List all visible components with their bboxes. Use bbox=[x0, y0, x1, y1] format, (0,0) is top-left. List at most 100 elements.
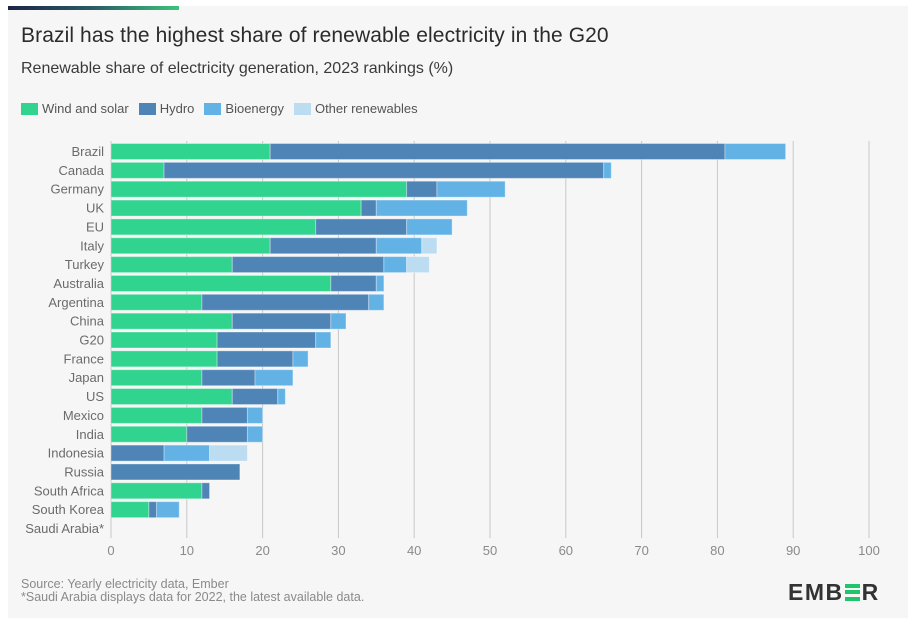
x-tick-label: 70 bbox=[634, 543, 648, 558]
bar-segment-bioenergy bbox=[724, 143, 787, 160]
legend-label: Hydro bbox=[159, 101, 195, 116]
bar-segment-wind-and-solar bbox=[110, 331, 218, 349]
logo-text-end: R bbox=[861, 578, 880, 605]
category-label: EU bbox=[86, 219, 104, 234]
x-tick-label: 0 bbox=[107, 543, 114, 558]
x-tick-label: 30 bbox=[331, 543, 345, 558]
x-axis-tick-labels: 0 10 20 30 40 50 60 70 80 90 100 bbox=[107, 543, 879, 558]
bar-segment-bioenergy bbox=[375, 274, 385, 292]
bar-segment-wind-and-solar bbox=[110, 143, 271, 160]
bar-segment-wind-and-solar bbox=[110, 406, 203, 424]
legend: Wind and solar Hydro Bioenergy Other ren… bbox=[21, 101, 428, 116]
logo-text-start: EMB bbox=[788, 578, 844, 605]
bar-segment-wind-and-solar bbox=[110, 180, 408, 198]
category-label: Brazil bbox=[71, 144, 104, 159]
legend-item-other-renewables[interactable]: Other renewables bbox=[293, 101, 418, 116]
category-label: South Africa bbox=[34, 483, 105, 498]
bar-segment-wind-and-solar bbox=[110, 237, 271, 255]
bar-segment-bioenergy bbox=[315, 331, 332, 349]
legend-label: Other renewables bbox=[314, 101, 418, 116]
bar-segment-bioenergy bbox=[246, 406, 264, 424]
bar-segment-wind-and-solar bbox=[110, 501, 150, 519]
bar-segment-bioenergy bbox=[292, 350, 309, 368]
bar-segment-bioenergy bbox=[375, 237, 423, 255]
bar-segment-wind-and-solar bbox=[110, 256, 233, 274]
bar-segment-wind-and-solar bbox=[110, 425, 188, 443]
category-label: Australia bbox=[53, 276, 104, 291]
x-tick-label: 60 bbox=[559, 543, 573, 558]
category-labels: Brazil Canada Germany UK EU Italy Turkey Austra… bbox=[25, 144, 105, 536]
x-tick-label: 20 bbox=[255, 543, 269, 558]
x-tick-label: 10 bbox=[180, 543, 194, 558]
bar-segment-hydro bbox=[163, 161, 605, 179]
category-label: France bbox=[64, 351, 104, 366]
x-tick-label: 90 bbox=[786, 543, 800, 558]
category-label: Turkey bbox=[65, 257, 105, 272]
bar-segment-wind-and-solar bbox=[110, 161, 165, 179]
bar-segment-bioenergy bbox=[330, 312, 347, 330]
bar-segment-hydro bbox=[330, 274, 377, 292]
x-tick-label: 40 bbox=[407, 543, 421, 558]
category-label: Russia bbox=[64, 464, 105, 479]
bar-segment-wind-and-solar bbox=[110, 293, 203, 311]
bar-segment-hydro bbox=[110, 444, 165, 462]
bar-segment-hydro bbox=[406, 180, 438, 198]
category-label: US bbox=[86, 389, 104, 404]
category-label: UK bbox=[86, 201, 104, 216]
bar-segment-hydro bbox=[315, 218, 408, 236]
legend-swatch bbox=[204, 102, 222, 115]
bar-segment-wind-and-solar bbox=[110, 274, 332, 292]
bar-segment-bioenergy bbox=[383, 256, 408, 274]
bar-segment-hydro bbox=[360, 199, 377, 217]
bar-segment-bioenergy bbox=[603, 161, 612, 179]
category-label: Germany bbox=[51, 182, 105, 197]
bar-segment-hydro bbox=[201, 406, 248, 424]
category-label: Canada bbox=[58, 163, 104, 178]
bar-segment-hydro bbox=[269, 143, 726, 160]
legend-item-wind-and-solar[interactable]: Wind and solar bbox=[21, 101, 129, 116]
legend-swatch bbox=[21, 102, 38, 115]
bar-segment-other-renewables bbox=[421, 237, 438, 255]
x-tick-label: 50 bbox=[483, 543, 497, 558]
bar-segment-bioenergy bbox=[155, 501, 180, 519]
x-tick-label: 100 bbox=[858, 543, 880, 558]
ember-logo[interactable]: EMB R bbox=[788, 578, 880, 605]
legend-item-hydro[interactable]: Hydro bbox=[138, 101, 195, 116]
legend-item-bioenergy[interactable]: Bioenergy bbox=[204, 101, 284, 116]
bar-segment-hydro bbox=[216, 350, 294, 368]
bar-segment-wind-and-solar bbox=[110, 388, 233, 406]
x-tick-label: 80 bbox=[710, 543, 724, 558]
source-note: Source: Yearly electricity data, Ember bbox=[21, 577, 229, 591]
bar-segment-bioenergy bbox=[277, 388, 286, 406]
footer: Source: Yearly electricity data, Ember *… bbox=[21, 578, 364, 604]
bar-segment-hydro bbox=[201, 482, 211, 500]
bar-segment-wind-and-solar bbox=[110, 482, 203, 500]
bar-segment-bioenergy bbox=[246, 425, 264, 443]
bar-segment-bioenergy bbox=[368, 293, 385, 311]
bar-segment-other-renewables bbox=[406, 256, 430, 274]
bar-segment-hydro bbox=[231, 256, 385, 274]
bar-segment-bioenergy bbox=[375, 199, 468, 217]
bar-segment-hydro bbox=[201, 369, 256, 387]
bar-segment-hydro bbox=[110, 463, 241, 481]
category-label: Mexico bbox=[63, 408, 104, 423]
chart-title: Brazil has the highest share of renewabl… bbox=[21, 24, 609, 47]
bar-segment-hydro bbox=[148, 501, 157, 519]
bar-segment-bioenergy bbox=[163, 444, 211, 462]
category-label: Indonesia bbox=[48, 446, 105, 461]
bar-segment-hydro bbox=[201, 293, 370, 311]
category-label: China bbox=[70, 314, 105, 329]
footnote: *Saudi Arabia displays data for 2022, th… bbox=[21, 590, 365, 604]
bar-segment-wind-and-solar bbox=[110, 312, 233, 330]
bar-segment-wind-and-solar bbox=[110, 199, 362, 217]
bars bbox=[110, 143, 787, 519]
chart-subtitle: Renewable share of electricity generatio… bbox=[21, 60, 454, 77]
bar-segment-wind-and-solar bbox=[110, 350, 218, 368]
category-label: Japan bbox=[69, 370, 104, 385]
bar-segment-bioenergy bbox=[254, 369, 294, 387]
bar-segment-hydro bbox=[231, 312, 332, 330]
legend-label: Wind and solar bbox=[42, 101, 129, 116]
bar-segment-hydro bbox=[231, 388, 279, 406]
bar-segment-other-renewables bbox=[209, 444, 248, 462]
